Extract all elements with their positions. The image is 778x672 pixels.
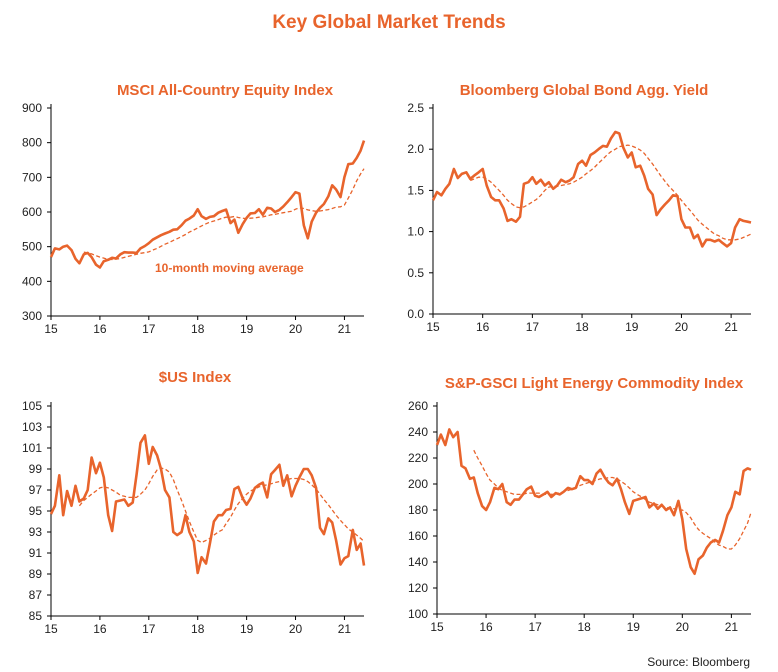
- y-tick-label: 2.5: [407, 101, 424, 115]
- x-tick-label: 17: [526, 320, 540, 334]
- annotation-moving-average: 10-month moving average: [155, 261, 304, 275]
- chart-msci-equity: MSCI All-Country Equity Index 300 400 500 60…: [22, 82, 366, 336]
- y-tick-label: 103: [22, 420, 42, 434]
- chart-title: $US Index: [159, 369, 232, 386]
- moving-average-line: [83, 168, 365, 261]
- chart-energy-commodity: S&P-GSCI Light Energy Commodity Index 100…: [408, 375, 752, 634]
- x-tick-label: 15: [44, 622, 58, 636]
- y-tick-label: 1.5: [407, 183, 424, 197]
- y-tick-label: 220: [408, 451, 428, 465]
- y-tick-label: 120: [408, 581, 428, 595]
- y-tick-label: 101: [22, 441, 42, 455]
- y-tick-label: 1.0: [407, 225, 424, 239]
- y-tick-label: 85: [29, 609, 43, 623]
- y-tick-label: 93: [29, 525, 43, 539]
- y-tick-label: 180: [408, 503, 428, 517]
- y-tick-label: 800: [22, 136, 42, 150]
- y-tick-label: 200: [408, 477, 428, 491]
- x-tick-label: 20: [675, 320, 689, 334]
- x-tick-label: 19: [625, 320, 639, 334]
- y-tick-label: 900: [22, 101, 42, 115]
- x-tick-label: 19: [627, 620, 641, 634]
- x-tick-label: 16: [479, 620, 493, 634]
- series-line: [431, 130, 752, 248]
- x-tick-label: 19: [240, 622, 254, 636]
- chart-us-dollar-index: $US Index 85 87 89 91 93 95 97 99 101 103 105 15 16 17…: [22, 369, 366, 636]
- x-tick-label: 16: [93, 622, 107, 636]
- x-tick-label: 18: [575, 320, 589, 334]
- y-tick-label: 95: [29, 504, 43, 518]
- y-tick-label: 100: [408, 607, 428, 621]
- x-tick-label: 17: [528, 620, 542, 634]
- moving-average-line: [78, 467, 365, 544]
- y-tick-label: 160: [408, 529, 428, 543]
- series-line: [49, 434, 366, 575]
- x-tick-label: 18: [191, 622, 205, 636]
- x-tick-label: 15: [430, 620, 444, 634]
- y-tick-label: 300: [22, 309, 42, 323]
- page-title: Key Global Market Trends: [272, 12, 506, 33]
- x-tick-label: 18: [578, 620, 592, 634]
- y-tick-label: 260: [408, 399, 428, 413]
- y-tick-label: 0.0: [407, 307, 424, 321]
- y-tick-label: 2.0: [407, 142, 424, 156]
- y-tick-label: 0.5: [407, 266, 424, 280]
- x-tick-label: 20: [676, 620, 690, 634]
- y-tick-label: 99: [29, 462, 43, 476]
- x-tick-label: 16: [476, 320, 490, 334]
- y-tick-label: 400: [22, 274, 42, 288]
- y-tick-label: 87: [29, 588, 43, 602]
- chart-title: MSCI All-Country Equity Index: [117, 82, 334, 99]
- y-tick-label: 700: [22, 170, 42, 184]
- y-tick-label: 105: [22, 399, 42, 413]
- series-line: [435, 428, 752, 575]
- x-tick-label: 19: [240, 322, 254, 336]
- y-tick-label: 91: [29, 546, 43, 560]
- x-tick-label: 15: [426, 320, 440, 334]
- x-tick-label: 15: [44, 322, 58, 336]
- chart-bond-yield: Bloomberg Global Bond Agg. Yield 0.0 0.5 1.…: [407, 82, 752, 334]
- moving-average-line: [470, 144, 752, 241]
- x-tick-label: 21: [725, 620, 739, 634]
- y-tick-label: 600: [22, 205, 42, 219]
- x-tick-label: 21: [724, 320, 738, 334]
- y-tick-label: 240: [408, 425, 428, 439]
- y-tick-label: 140: [408, 555, 428, 569]
- x-tick-label: 17: [142, 622, 156, 636]
- x-tick-label: 21: [338, 622, 352, 636]
- y-tick-label: 89: [29, 567, 43, 581]
- source-note: Source: Bloomberg: [647, 655, 750, 669]
- chart-title: Bloomberg Global Bond Agg. Yield: [460, 82, 709, 99]
- y-tick-label: 500: [22, 240, 42, 254]
- moving-average-line: [473, 449, 752, 550]
- x-tick-label: 21: [338, 322, 352, 336]
- series-line: [49, 140, 366, 269]
- x-tick-label: 18: [191, 322, 205, 336]
- x-tick-label: 17: [142, 322, 156, 336]
- x-tick-label: 20: [289, 622, 303, 636]
- x-tick-label: 20: [289, 322, 303, 336]
- y-tick-label: 97: [29, 483, 43, 497]
- chart-title: S&P-GSCI Light Energy Commodity Index: [445, 375, 744, 392]
- x-tick-label: 16: [93, 322, 107, 336]
